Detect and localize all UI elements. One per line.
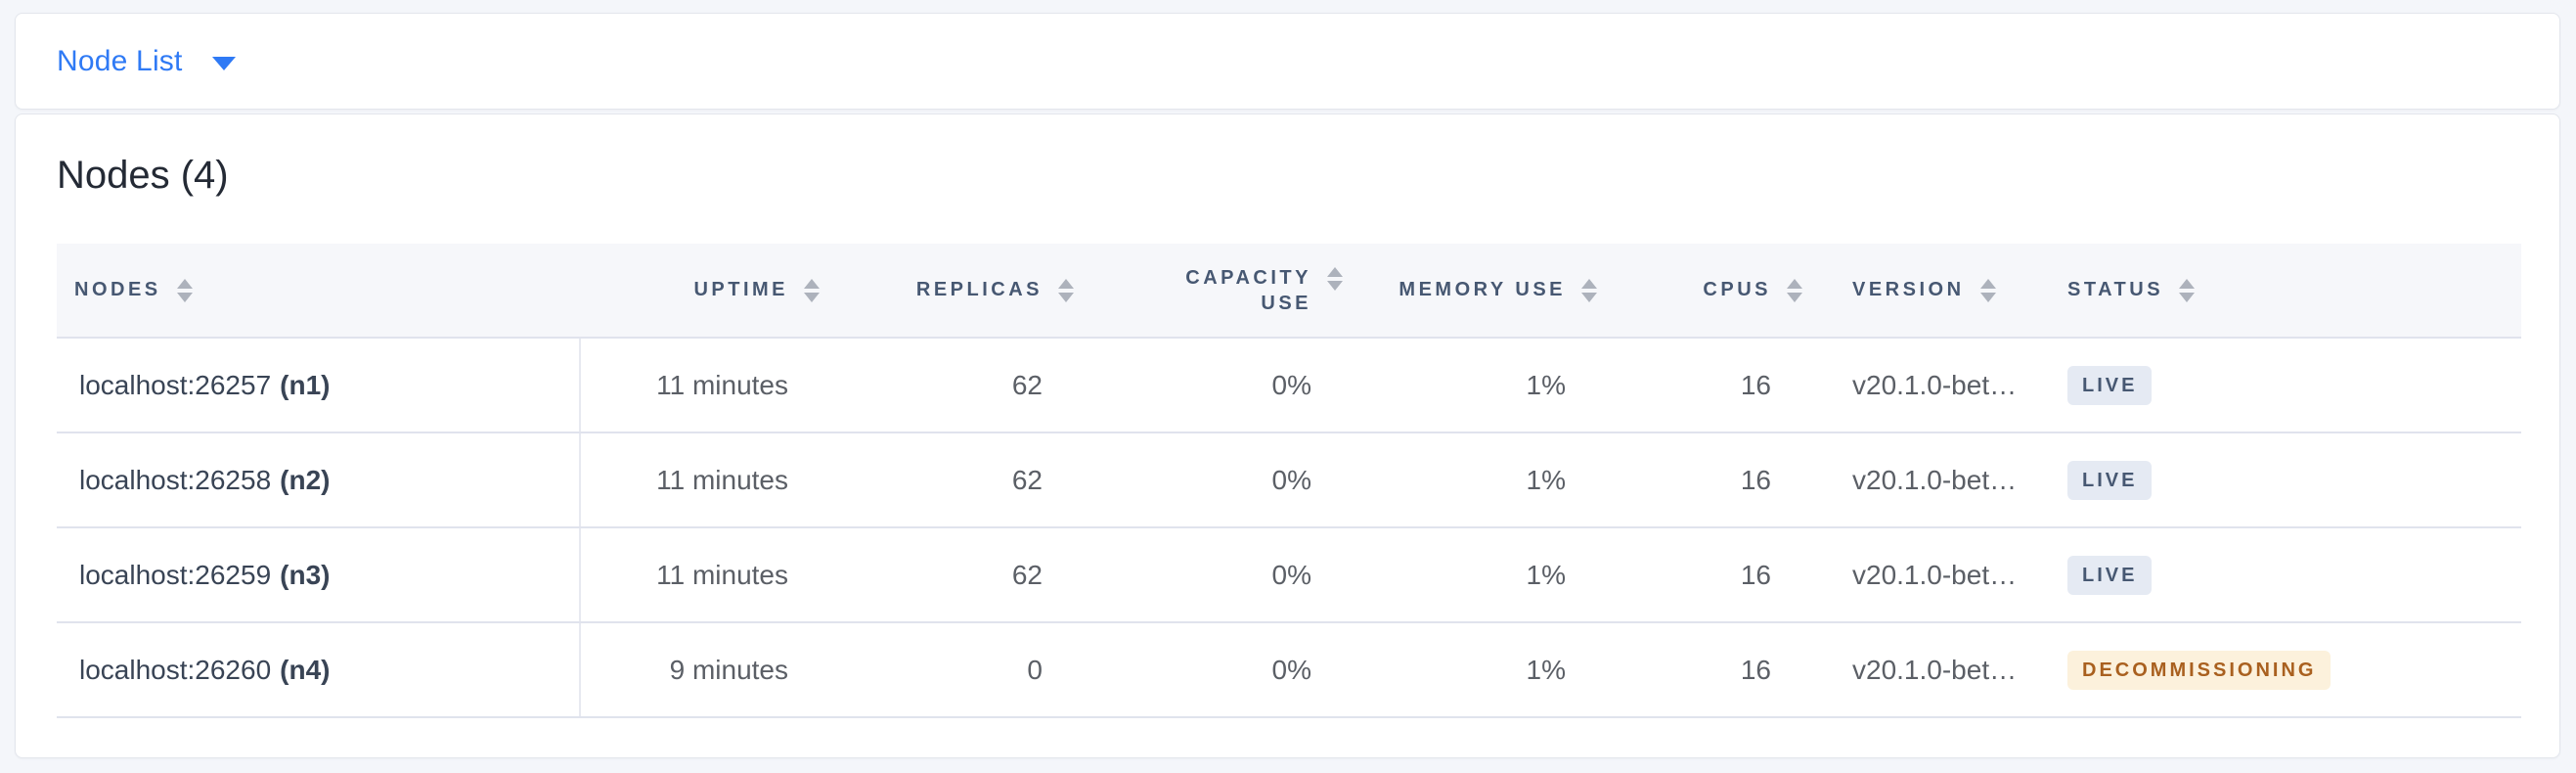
view-selector-label: Node List — [57, 44, 183, 77]
node-address: localhost:26260 — [79, 654, 272, 685]
status-cell: LIVE — [2045, 527, 2521, 623]
node-id: (n3) — [280, 559, 331, 590]
status-badge: LIVE — [2067, 365, 2153, 405]
sort-icon[interactable] — [1058, 278, 1074, 302]
node-id: (n1) — [280, 369, 331, 400]
version-cell: v20.1.0-bet… — [1810, 527, 2045, 623]
sort-icon[interactable] — [2179, 278, 2196, 302]
uptime-cell: 11 minutes — [580, 432, 827, 528]
node-address-cell[interactable]: localhost:26257 (n1) — [57, 338, 581, 433]
capacity-use-cell: 0% — [1082, 622, 1351, 718]
column-header-cpus[interactable]: CPUS — [1605, 244, 1810, 339]
column-header-label: REPLICAS — [915, 279, 1043, 300]
capacity-use-cell: 0% — [1082, 527, 1351, 623]
replicas-cell: 0 — [827, 622, 1082, 718]
column-header-label: UPTIME — [693, 279, 788, 300]
status-badge: DECOMMISSIONING — [2067, 650, 2332, 690]
status-badge: LIVE — [2067, 460, 2153, 500]
node-id: (n4) — [280, 654, 331, 685]
table-row[interactable]: localhost:26258 (n2) 11 minutes 62 0% 1% … — [57, 432, 2521, 528]
sort-icon[interactable] — [1979, 278, 1996, 302]
view-selector-dropdown[interactable]: Node List — [57, 45, 236, 78]
memory-use-cell: 1% — [1351, 527, 1605, 623]
sort-icon[interactable] — [1787, 278, 1802, 302]
nodes-table: NODES UPTIME REPLICAS — [57, 244, 2521, 718]
uptime-cell: 9 minutes — [580, 622, 827, 718]
column-header-version[interactable]: VERSION — [1810, 244, 2045, 339]
node-address-cell[interactable]: localhost:26259 (n3) — [57, 527, 581, 623]
status-cell: DECOMMISSIONING — [2045, 622, 2521, 718]
node-id: (n2) — [280, 464, 331, 495]
cpus-cell: 16 — [1605, 527, 1810, 623]
memory-use-cell: 1% — [1351, 622, 1605, 718]
sort-icon[interactable] — [804, 278, 820, 302]
cpus-cell: 16 — [1605, 622, 1810, 718]
status-badge: LIVE — [2067, 555, 2153, 595]
version-cell: v20.1.0-bet… — [1810, 432, 2045, 528]
status-cell: LIVE — [2045, 432, 2521, 528]
column-header-label: STATUS — [2067, 279, 2164, 300]
cpus-cell: 16 — [1605, 432, 1810, 528]
uptime-cell: 11 minutes — [580, 527, 827, 623]
status-cell: LIVE — [2045, 338, 2521, 433]
node-address-cell[interactable]: localhost:26260 (n4) — [57, 622, 581, 718]
column-header-replicas[interactable]: REPLICAS — [827, 244, 1082, 339]
version-cell: v20.1.0-bet… — [1810, 622, 2045, 718]
table-row[interactable]: localhost:26257 (n1) 11 minutes 62 0% 1% … — [57, 338, 2521, 433]
column-header-label: VERSION — [1852, 279, 1965, 300]
node-address-cell[interactable]: localhost:26258 (n2) — [57, 432, 581, 528]
replicas-cell: 62 — [827, 338, 1082, 433]
replicas-cell: 62 — [827, 432, 1082, 528]
uptime-cell: 11 minutes — [580, 338, 827, 433]
chevron-down-icon — [211, 56, 236, 70]
nodes-card: Nodes (4) NODES UPTIME — [15, 114, 2560, 758]
version-cell: v20.1.0-bet… — [1810, 338, 2045, 433]
column-header-memory-use[interactable]: MEMORY USE — [1351, 244, 1605, 339]
column-header-label: MEMORY USE — [1399, 279, 1566, 300]
column-header-capacity-use[interactable]: CAPACITY USE — [1082, 244, 1351, 339]
column-header-label: CPUS — [1703, 279, 1771, 300]
node-address: localhost:26257 — [79, 369, 272, 400]
column-header-label: CAPACITY USE — [1185, 266, 1311, 314]
capacity-use-cell: 0% — [1082, 432, 1351, 528]
cpus-cell: 16 — [1605, 338, 1810, 433]
column-header-uptime[interactable]: UPTIME — [580, 244, 827, 339]
sort-icon[interactable] — [1327, 266, 1343, 291]
sort-icon[interactable] — [1581, 278, 1597, 302]
view-selector-card: Node List — [15, 13, 2560, 110]
table-row[interactable]: localhost:26260 (n4) 9 minutes 0 0% 1% 16… — [57, 622, 2521, 718]
memory-use-cell: 1% — [1351, 432, 1605, 528]
node-address: localhost:26259 — [79, 559, 272, 590]
column-header-nodes[interactable]: NODES — [57, 244, 580, 339]
table-row[interactable]: localhost:26259 (n3) 11 minutes 62 0% 1% … — [57, 527, 2521, 623]
node-address: localhost:26258 — [79, 464, 272, 495]
table-header-row: NODES UPTIME REPLICAS — [57, 244, 2521, 339]
memory-use-cell: 1% — [1351, 338, 1605, 433]
sort-icon[interactable] — [176, 278, 193, 302]
column-header-status[interactable]: STATUS — [2045, 244, 2521, 339]
page-title: Nodes (4) — [57, 154, 229, 197]
column-header-label: NODES — [74, 279, 161, 300]
replicas-cell: 62 — [827, 527, 1082, 623]
capacity-use-cell: 0% — [1082, 338, 1351, 433]
